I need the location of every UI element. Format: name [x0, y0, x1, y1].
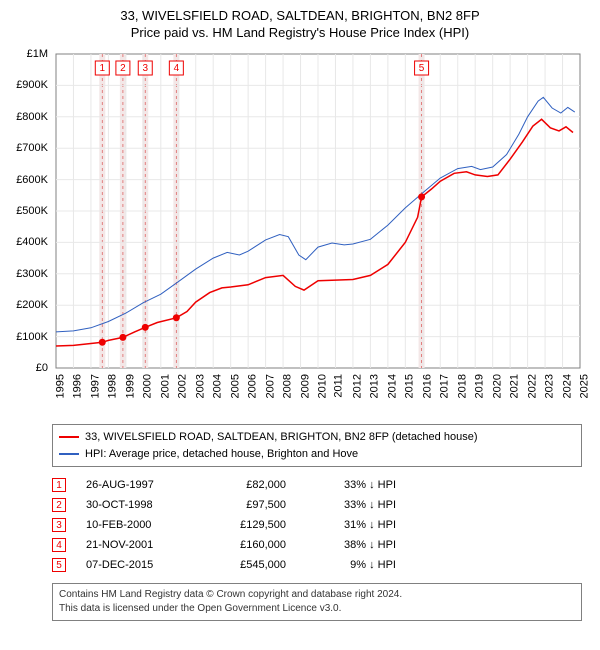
transactions-table: 1 26-AUG-1997 £82,000 33% ↓ HPI 2 30-OCT-1998…: [52, 475, 582, 575]
y-axis-label: £0: [8, 362, 48, 374]
transaction-row: 4 21-NOV-2001 £160,000 38% ↓ HPI: [52, 535, 582, 555]
x-axis-label: 2006: [247, 374, 259, 398]
x-axis-label: 2002: [177, 374, 189, 398]
x-axis-label: 2025: [578, 374, 590, 398]
x-axis-label: 2018: [456, 374, 468, 398]
x-axis-label: 2011: [333, 374, 345, 398]
legend-row-hpi: HPI: Average price, detached house, Brig…: [59, 446, 575, 463]
y-axis-label: £300K: [8, 268, 48, 280]
x-axis-label: 2012: [351, 374, 363, 398]
x-axis-label: 2007: [264, 374, 276, 398]
transaction-date: 10-FEB-2000: [86, 519, 186, 531]
legend-swatch-hpi: [59, 453, 79, 455]
footer-line-2: This data is licensed under the Open Gov…: [59, 602, 575, 616]
x-axis-label: 1995: [54, 374, 66, 398]
y-axis-label: £500K: [8, 205, 48, 217]
transaction-date: 07-DEC-2015: [86, 559, 186, 571]
transaction-row: 1 26-AUG-1997 £82,000 33% ↓ HPI: [52, 475, 582, 495]
transaction-marker: 3: [52, 518, 66, 532]
transaction-row: 2 30-OCT-1998 £97,500 33% ↓ HPI: [52, 495, 582, 515]
y-axis-label: £400K: [8, 236, 48, 248]
price-chart: 1 2 3 4 5: [52, 48, 588, 388]
x-axis-label: 2013: [369, 374, 381, 398]
x-axis-label: 2024: [561, 374, 573, 398]
svg-text:2: 2: [120, 63, 126, 74]
legend: 33, WIVELSFIELD ROAD, SALTDEAN, BRIGHTON…: [52, 424, 582, 467]
transaction-pct: 33% ↓ HPI: [306, 499, 396, 511]
x-axis-label: 2000: [142, 374, 154, 398]
svg-text:4: 4: [174, 63, 180, 74]
transaction-row: 5 07-DEC-2015 £545,000 9% ↓ HPI: [52, 555, 582, 575]
transaction-price: £129,500: [206, 519, 286, 531]
transaction-date: 21-NOV-2001: [86, 539, 186, 551]
y-axis-label: £600K: [8, 174, 48, 186]
legend-row-property: 33, WIVELSFIELD ROAD, SALTDEAN, BRIGHTON…: [59, 429, 575, 446]
x-axis-label: 1997: [89, 374, 101, 398]
chart-container: 1 2 3 4 5 £0 £100K £200K £300K £400K £500K £600K £7…: [8, 48, 592, 388]
legend-swatch-property: [59, 436, 79, 438]
x-axis-label: 2009: [299, 374, 311, 398]
transaction-price: £545,000: [206, 559, 286, 571]
transaction-price: £160,000: [206, 539, 286, 551]
svg-text:1: 1: [100, 63, 106, 74]
y-axis-label: £900K: [8, 79, 48, 91]
x-axis-label: 1996: [72, 374, 84, 398]
transaction-marker: 1: [52, 478, 66, 492]
x-axis-label: 2023: [544, 374, 556, 398]
transaction-pct: 31% ↓ HPI: [306, 519, 396, 531]
transaction-pct: 9% ↓ HPI: [306, 559, 396, 571]
x-axis-label: 2010: [316, 374, 328, 398]
chart-title-block: 33, WIVELSFIELD ROAD, SALTDEAN, BRIGHTON…: [8, 8, 592, 40]
y-axis-label: £800K: [8, 111, 48, 123]
title-line-1: 33, WIVELSFIELD ROAD, SALTDEAN, BRIGHTON…: [8, 8, 592, 23]
x-axis-label: 2008: [282, 374, 294, 398]
x-axis-label: 2005: [229, 374, 241, 398]
x-axis-label: 2022: [526, 374, 538, 398]
title-line-2: Price paid vs. HM Land Registry's House …: [8, 25, 592, 40]
x-axis-label: 2015: [404, 374, 416, 398]
y-axis-label: £1M: [8, 48, 48, 60]
x-axis-label: 2014: [386, 374, 398, 398]
transaction-pct: 33% ↓ HPI: [306, 479, 396, 491]
y-axis-label: £100K: [8, 331, 48, 343]
svg-text:5: 5: [419, 63, 425, 74]
footer-line-1: Contains HM Land Registry data © Crown c…: [59, 588, 575, 602]
transaction-price: £82,000: [206, 479, 286, 491]
transaction-date: 30-OCT-1998: [86, 499, 186, 511]
x-axis-label: 2017: [439, 374, 451, 398]
x-axis-label: 1999: [124, 374, 136, 398]
x-axis-label: 2016: [421, 374, 433, 398]
legend-label-hpi: HPI: Average price, detached house, Brig…: [85, 446, 358, 463]
transaction-marker: 5: [52, 558, 66, 572]
transaction-price: £97,500: [206, 499, 286, 511]
x-axis-label: 1998: [107, 374, 119, 398]
transaction-pct: 38% ↓ HPI: [306, 539, 396, 551]
x-axis-label: 2019: [474, 374, 486, 398]
x-axis-label: 2004: [212, 374, 224, 398]
x-axis-label: 2001: [159, 374, 171, 398]
footer-attribution: Contains HM Land Registry data © Crown c…: [52, 583, 582, 621]
y-axis-label: £200K: [8, 299, 48, 311]
svg-text:3: 3: [142, 63, 148, 74]
x-axis-label: 2003: [194, 374, 206, 398]
x-axis-label: 2021: [509, 374, 521, 398]
x-axis-label: 2020: [491, 374, 503, 398]
transaction-date: 26-AUG-1997: [86, 479, 186, 491]
legend-label-property: 33, WIVELSFIELD ROAD, SALTDEAN, BRIGHTON…: [85, 429, 477, 446]
transaction-row: 3 10-FEB-2000 £129,500 31% ↓ HPI: [52, 515, 582, 535]
transaction-marker: 2: [52, 498, 66, 512]
y-axis-label: £700K: [8, 142, 48, 154]
transaction-marker: 4: [52, 538, 66, 552]
